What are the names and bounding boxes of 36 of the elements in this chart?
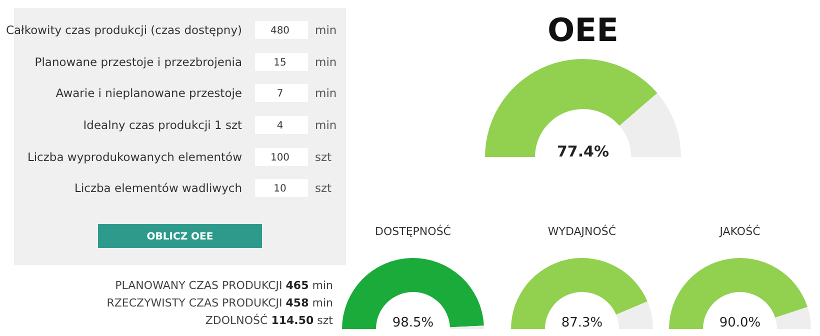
text: OBLICZ OEE [146, 232, 214, 242]
text: RZECZYWISTY CZAS PRODUKCJI [106, 296, 282, 310]
chart-title: OEE [548, 11, 618, 50]
data-label: 4 [276, 120, 284, 132]
category-label: Planowane przestoje i przezbrojenia [34, 55, 242, 70]
text: 114.50 [271, 314, 314, 327]
text: szt [315, 181, 332, 196]
category-label: Liczba wyprodukowanych elementów [27, 150, 242, 164]
data-label: 100 [270, 152, 290, 164]
category-label: Całkowity czas produkcji (czas dostępny) [6, 23, 242, 38]
text: min [315, 55, 337, 70]
text: szt [315, 150, 332, 164]
chart-title: DOSTĘPNOŚĆ [375, 224, 452, 238]
text: min [315, 118, 337, 132]
data-label: 90.0% [719, 316, 761, 331]
data-label: 480 [270, 26, 290, 36]
data-label: 7 [276, 88, 284, 100]
category-label: Awarie i nieplanowane przestoje [56, 86, 242, 100]
category-label: Idealny czas produkcji 1 szt [83, 118, 242, 132]
text: min [315, 86, 337, 100]
text: 465 [286, 278, 309, 292]
text: szt [317, 314, 333, 327]
data-label: 15 [274, 58, 286, 68]
text: min [315, 23, 337, 38]
text: ZDOLNOŚĆ [205, 314, 268, 327]
data-label: 77.4% [556, 142, 610, 160]
text: min [312, 296, 333, 310]
data-label: 87.3% [561, 316, 603, 331]
data-label: 98.5% [392, 316, 434, 331]
data-label: 10 [274, 184, 286, 194]
text: 458 [286, 296, 309, 310]
chart-title: WYDAJNOŚĆ [548, 224, 616, 238]
category-label: Liczba elementów wadliwych [74, 181, 242, 196]
chart-title: JAKOŚĆ [718, 224, 761, 238]
text: min [312, 278, 333, 292]
text: PLANOWANY CZAS PRODUKCJI [115, 278, 282, 292]
